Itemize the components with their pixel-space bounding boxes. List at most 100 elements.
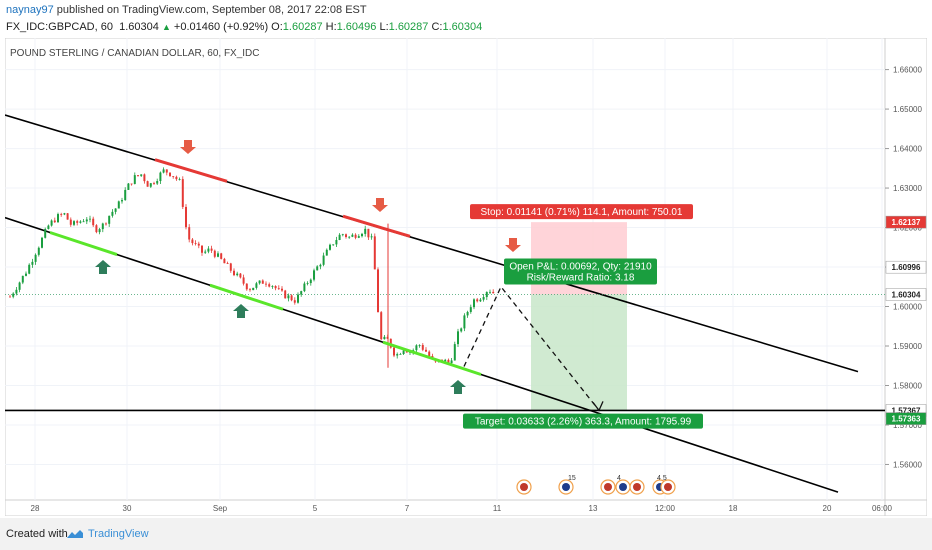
candle-body bbox=[402, 350, 405, 354]
event-flag-fill bbox=[664, 483, 672, 491]
candle-body bbox=[57, 214, 59, 223]
candle-body bbox=[239, 273, 242, 278]
candle-body bbox=[146, 181, 149, 187]
candle-body bbox=[92, 218, 95, 226]
event-flag-icon[interactable] bbox=[660, 479, 676, 495]
candle-body bbox=[255, 283, 258, 288]
candle-body bbox=[169, 172, 171, 177]
target-zone bbox=[531, 294, 627, 411]
created-with-label: Created with bbox=[6, 528, 68, 540]
x-tick-label: 30 bbox=[123, 504, 132, 513]
high-value: 1.60496 bbox=[336, 21, 377, 33]
candle-body bbox=[425, 349, 427, 352]
price-badge bbox=[885, 412, 927, 425]
x-tick-label: 06:00 bbox=[872, 504, 893, 513]
candle-body bbox=[117, 201, 120, 209]
x-tick-label: 28 bbox=[31, 504, 40, 513]
event-flag-icon[interactable] bbox=[600, 479, 616, 495]
candle-body bbox=[489, 291, 491, 293]
candle-body bbox=[197, 243, 200, 246]
candle-body bbox=[66, 213, 69, 220]
candle-body bbox=[309, 279, 312, 284]
position-labels: Stop: 0.01141 (0.71%) 114.1, Amount: 750… bbox=[463, 204, 703, 429]
x-tick-label: 13 bbox=[589, 504, 598, 513]
candle-body bbox=[34, 254, 37, 262]
candle-body bbox=[364, 228, 367, 234]
candle-body bbox=[172, 176, 175, 177]
event-badges[interactable]: 15 4 4 5 bbox=[516, 475, 676, 495]
candle-body bbox=[460, 328, 463, 332]
y-tick-label: 1.58000 bbox=[893, 381, 922, 390]
candle-body bbox=[191, 239, 194, 244]
price-chart[interactable]: Stop: 0.01141 (0.71%) 114.1, Amount: 750… bbox=[5, 38, 927, 516]
candle-body bbox=[444, 359, 447, 362]
tradingview-logo-icon[interactable] bbox=[66, 528, 84, 540]
arrow-up-icon bbox=[233, 304, 249, 318]
tradingview-brand[interactable]: TradingView bbox=[88, 528, 149, 540]
candle-body bbox=[245, 283, 248, 290]
event-flag-icon[interactable] bbox=[516, 479, 532, 495]
candle-body bbox=[21, 275, 24, 283]
candle-body bbox=[325, 249, 328, 256]
candle-body bbox=[60, 214, 63, 215]
x-tick-label: 5 bbox=[313, 504, 318, 513]
candle-body bbox=[316, 266, 319, 271]
stop-label-box bbox=[470, 204, 693, 220]
candle-body bbox=[450, 360, 453, 364]
candle-body bbox=[332, 244, 335, 246]
candle-body bbox=[50, 220, 53, 226]
event-flag-icon[interactable] bbox=[615, 479, 631, 495]
open-value: 1.60287 bbox=[282, 21, 323, 33]
arrow-down-icon bbox=[180, 140, 196, 154]
candle-body bbox=[447, 359, 450, 364]
candle-body bbox=[473, 299, 475, 308]
candle-body bbox=[418, 345, 421, 346]
event-flag-fill bbox=[520, 483, 528, 491]
candle-body bbox=[463, 315, 466, 329]
event-flag-icon[interactable] bbox=[629, 479, 645, 495]
price-badge-label: 1.60996 bbox=[892, 263, 921, 272]
price-badge-label: 1.57363 bbox=[892, 415, 921, 424]
high-label: H: bbox=[325, 21, 337, 33]
candle-body bbox=[476, 299, 479, 302]
candle-body bbox=[242, 277, 245, 284]
footer-bar bbox=[0, 518, 932, 550]
candle-body bbox=[367, 228, 370, 238]
projection-path bbox=[463, 285, 600, 411]
symbol-label: FX_IDC:GBPCAD, 60 bbox=[6, 21, 113, 33]
candle-body bbox=[15, 289, 18, 294]
event-flag-fill bbox=[619, 483, 627, 491]
candle-body bbox=[127, 183, 130, 190]
candle-body bbox=[265, 283, 267, 285]
candle-body bbox=[236, 273, 239, 276]
candle-body bbox=[98, 229, 101, 233]
candle-body bbox=[162, 169, 165, 173]
x-tick-label: 20 bbox=[823, 504, 832, 513]
username-link[interactable]: naynay97 bbox=[6, 4, 54, 16]
candle-body bbox=[137, 175, 139, 176]
event-count-label: 4 5 bbox=[657, 475, 667, 482]
candle-body bbox=[201, 245, 203, 253]
price-badge bbox=[885, 260, 927, 274]
candle-body bbox=[226, 263, 229, 265]
candle-body bbox=[63, 213, 66, 215]
candle-body bbox=[300, 291, 303, 295]
candle-body bbox=[12, 293, 15, 297]
candle-body bbox=[76, 221, 79, 223]
candle-body bbox=[249, 289, 251, 291]
low-label: L: bbox=[379, 21, 389, 33]
arrow-down-icon bbox=[505, 238, 521, 252]
y-tick-label: 1.57000 bbox=[893, 421, 922, 430]
candle-body bbox=[258, 280, 261, 284]
event-flag-icon[interactable] bbox=[558, 479, 574, 495]
candle-body bbox=[156, 181, 159, 184]
position-zones bbox=[531, 222, 627, 411]
candle-body bbox=[345, 234, 347, 238]
chart-header: naynay97 published on TradingView.com, S… bbox=[0, 0, 932, 38]
support-touch-highlight bbox=[209, 283, 284, 311]
candle-body bbox=[351, 234, 354, 237]
candle-body bbox=[370, 236, 373, 238]
grid-layer bbox=[5, 38, 885, 500]
candle-body bbox=[252, 287, 255, 291]
candle-body bbox=[271, 286, 274, 287]
